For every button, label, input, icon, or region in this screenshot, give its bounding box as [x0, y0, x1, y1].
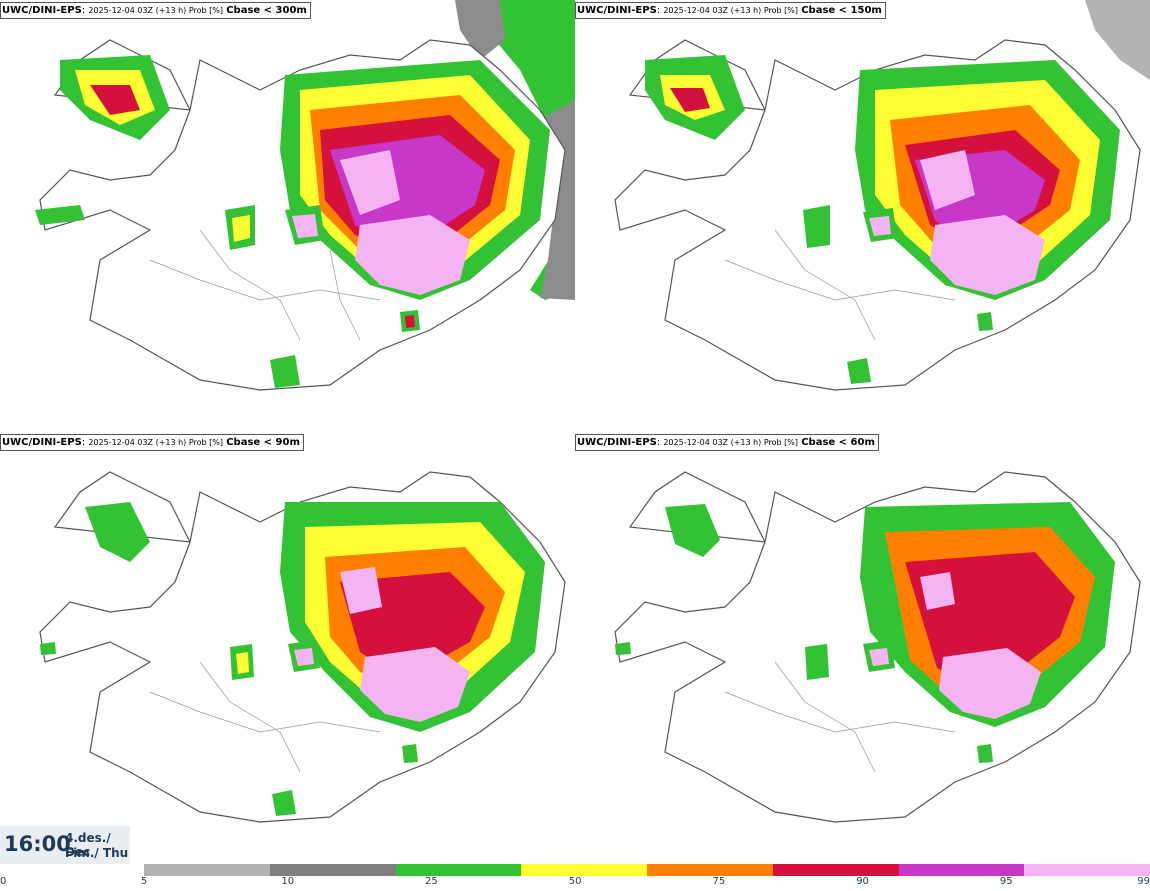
parameter-label: Cbase < 90m [226, 437, 300, 448]
run-info: 2025-12-04 03Z (+13 h) Prob [%] [88, 6, 224, 15]
map-panel-60m: UWC/DINI-EPS: 2025-12-04 03Z (+13 h) Pro… [575, 432, 1150, 864]
run-info: 2025-12-04 03Z (+13 h) Prob [%] [88, 438, 224, 447]
colorbar-tick-label: 75 [712, 876, 726, 887]
valid-time: 16:00 [4, 832, 71, 856]
parameter-label: Cbase < 150m [801, 5, 882, 16]
map-150m [614, 0, 1150, 391]
valid-date-line2: Fim./ Thu [65, 846, 129, 860]
model-label: UWC/DINI-EPS [2, 437, 82, 448]
parameter-label: Cbase < 60m [801, 437, 875, 448]
colorbar-tick-label: 90 [856, 876, 869, 887]
run-info: 2025-12-04 03Z (+13 h) Prob [%] [663, 6, 799, 15]
colorbar-segment [772, 864, 899, 876]
panel-title: UWC/DINI-EPS: 2025-12-04 03Z (+13 h) Pro… [0, 434, 304, 451]
probability-colorbar [144, 864, 1150, 876]
colorbar-tick-label: 5 [140, 876, 148, 887]
colorbar-segment [144, 864, 270, 876]
map-90m [39, 471, 566, 823]
valid-date-line1: 4.des./ Dec [65, 831, 111, 859]
colorbar-tick-label: 95 [999, 876, 1013, 887]
run-info: 2025-12-04 03Z (+13 h) Prob [%] [663, 438, 799, 447]
panel-title: UWC/DINI-EPS: 2025-12-04 03Z (+13 h) Pro… [575, 434, 879, 451]
parameter-label: Cbase < 300m [226, 5, 307, 16]
colorbar-ticks: 0 5 10 25 50 75 90 95 99 [0, 876, 1150, 891]
map-panel-90m: UWC/DINI-EPS: 2025-12-04 03Z (+13 h) Pro… [0, 432, 575, 864]
model-label: UWC/DINI-EPS [577, 437, 657, 448]
colorbar-segment [269, 864, 396, 876]
colorbar-tick-label: 50 [568, 876, 582, 887]
prob-blobs [35, 55, 550, 388]
map-panel-300m: UWC/DINI-EPS: 2025-12-04 03Z (+13 h) Pro… [0, 0, 575, 432]
panel-title: UWC/DINI-EPS: 2025-12-04 03Z (+13 h) Pro… [575, 2, 886, 19]
colorbar-segment [395, 864, 522, 876]
colorbar-segment [647, 864, 773, 876]
colorbar-tick-label: 0 [0, 876, 7, 887]
colorbar-segment [1024, 864, 1150, 876]
map-panel-150m: UWC/DINI-EPS: 2025-12-04 03Z (+13 h) Pro… [575, 0, 1150, 432]
colorbar-tick-label: 25 [425, 876, 438, 887]
valid-time-box: 16:00 4.des./ Dec Fim./ Thu [0, 826, 130, 864]
map-300m [35, 0, 575, 391]
panel-title: UWC/DINI-EPS: 2025-12-04 03Z (+13 h) Pro… [0, 2, 311, 19]
colorbar-segment [521, 864, 647, 876]
model-label: UWC/DINI-EPS [2, 5, 82, 16]
colorbar-tick-label: 99 [1137, 876, 1150, 887]
colorbar-segment [898, 864, 1025, 876]
model-label: UWC/DINI-EPS [577, 5, 657, 16]
map-60m [614, 471, 1141, 823]
colorbar-tick-label: 10 [281, 876, 295, 887]
